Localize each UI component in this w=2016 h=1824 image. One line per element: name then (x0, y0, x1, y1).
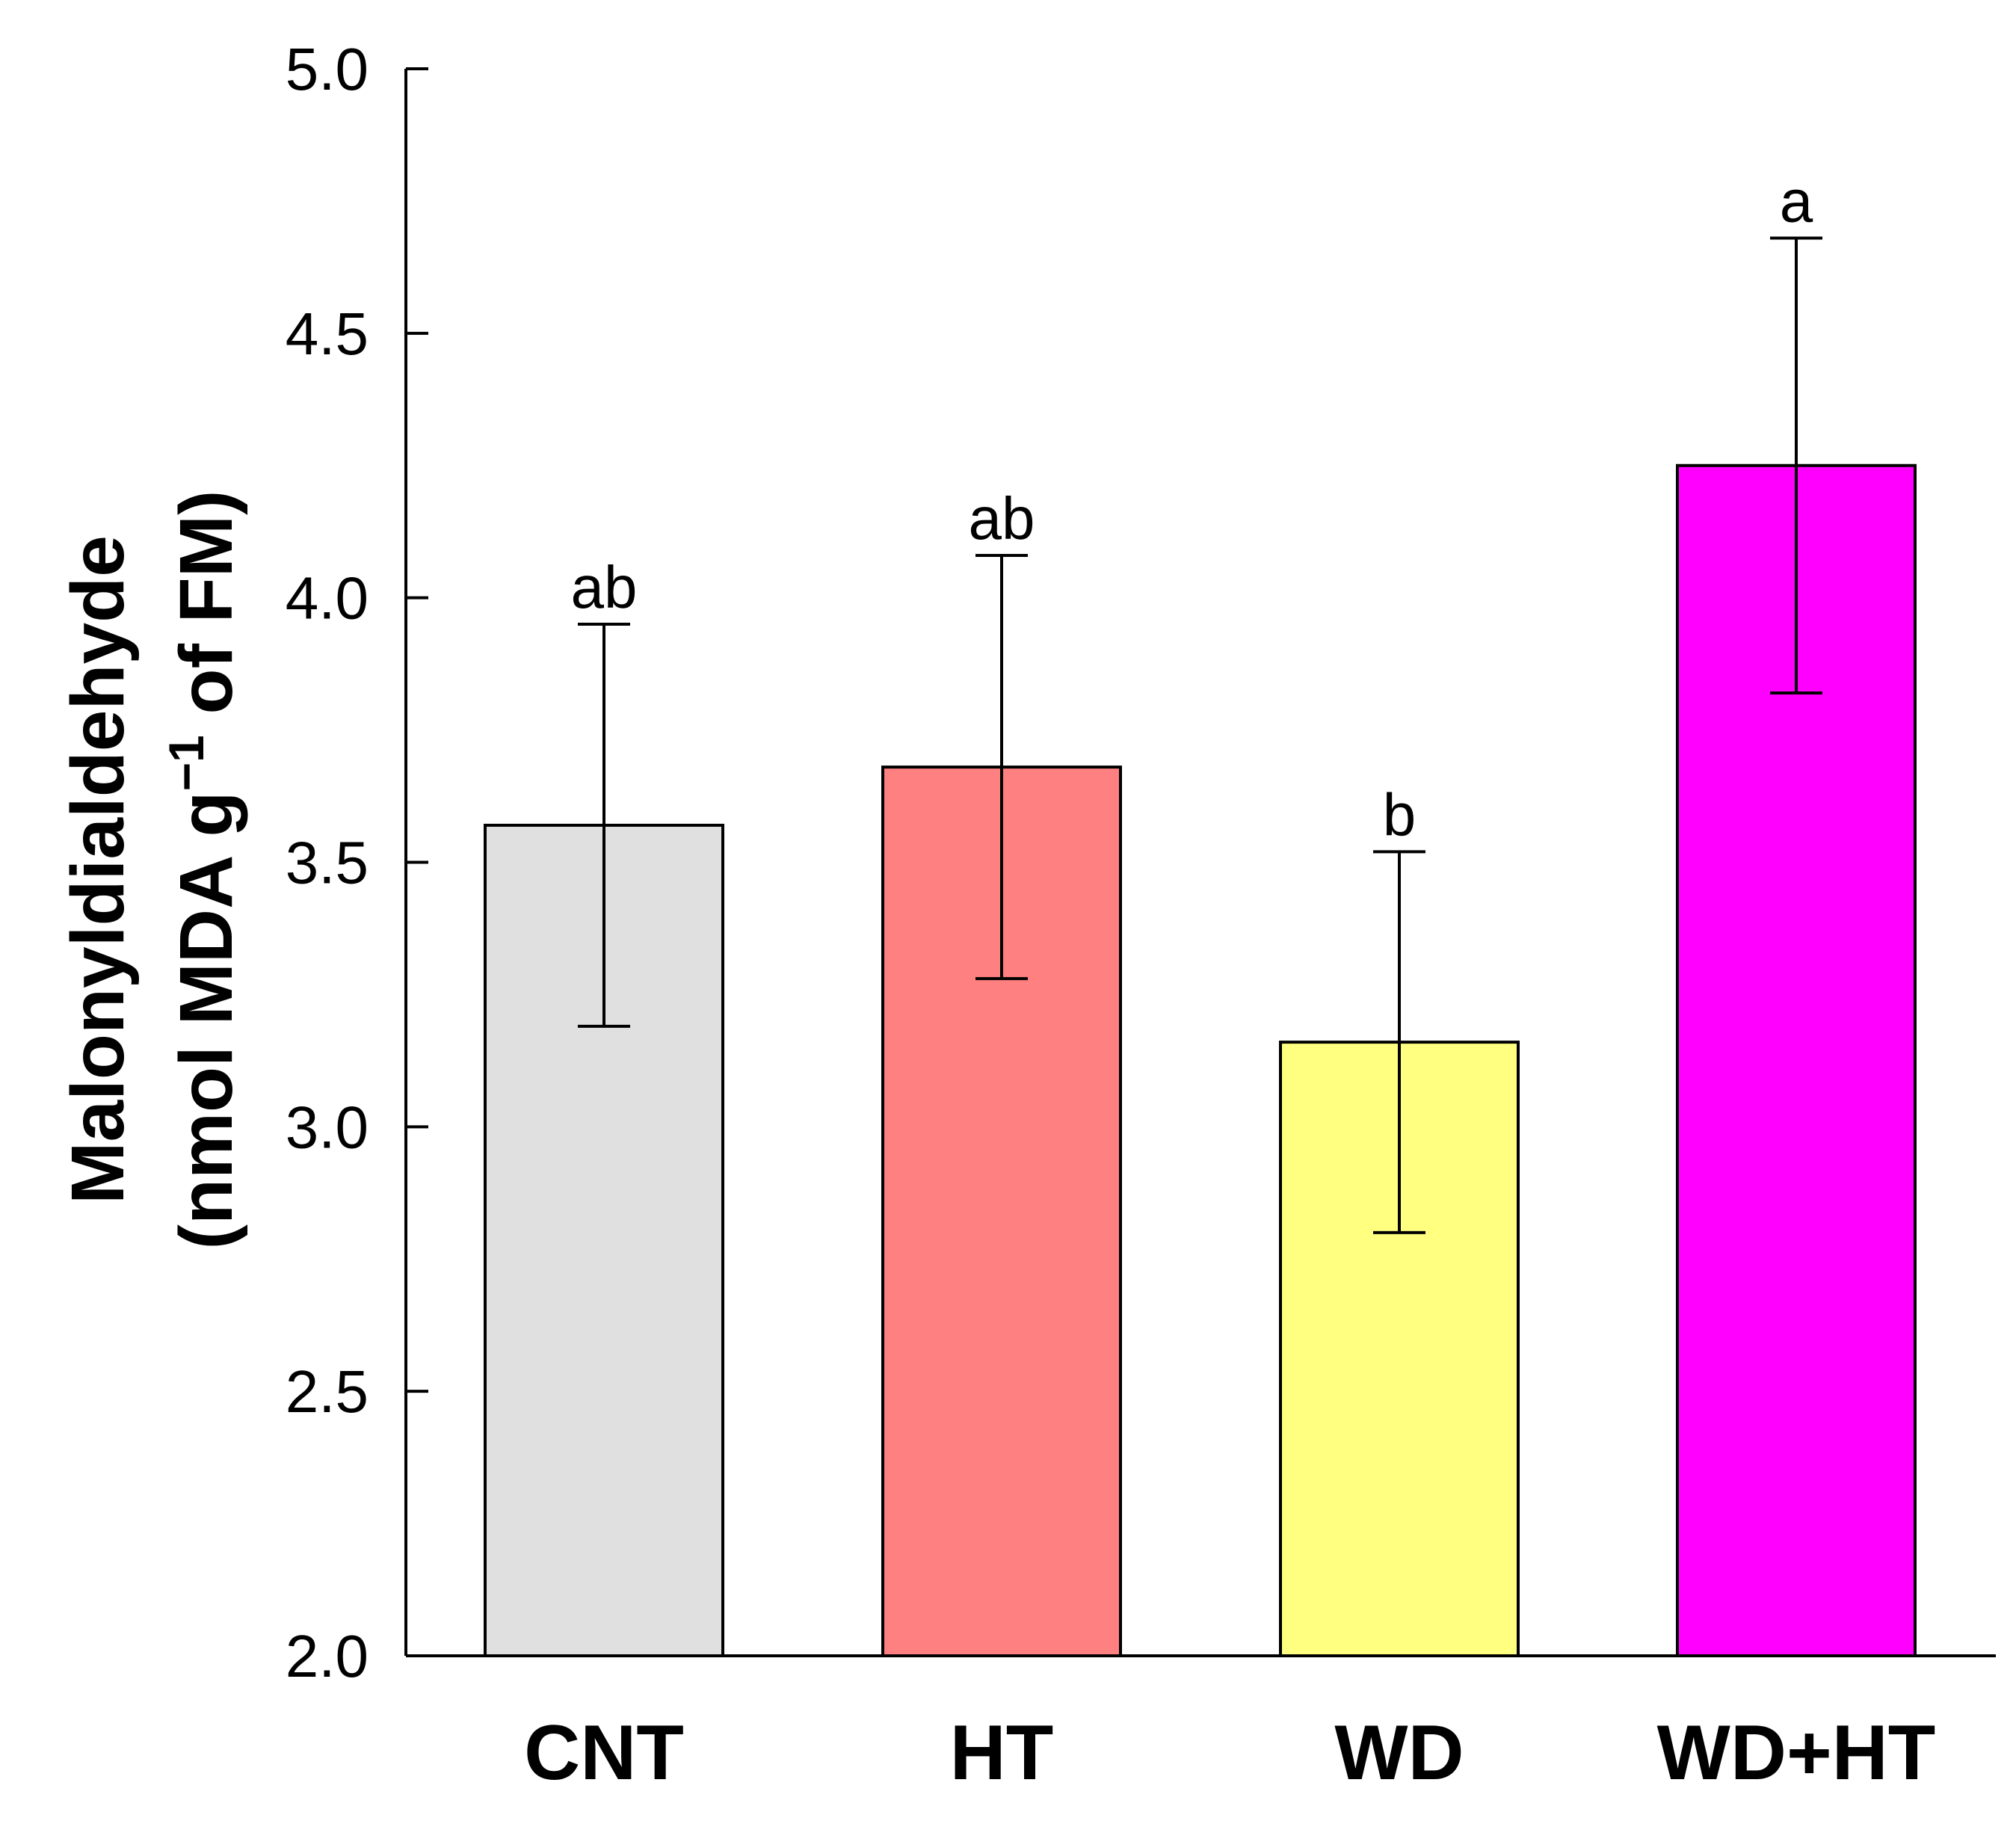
significance-letter: a (1780, 167, 1813, 234)
x-tick-label: HT (950, 1710, 1054, 1796)
y-tick-label: 4.0 (286, 565, 369, 632)
y-tick-label: 2.5 (286, 1358, 369, 1425)
y-axis-units-superscript: −1 (158, 735, 214, 791)
significance-letter: ab (969, 485, 1035, 552)
y-axis-label-units: (nmol MDA g−1 of FM) (158, 490, 248, 1250)
significance-letter: ab (571, 554, 638, 620)
y-tick-label: 3.5 (286, 830, 369, 896)
y-axis-units-prefix: (nmol MDA g (164, 792, 248, 1250)
y-tick-label: 5.0 (286, 36, 369, 102)
y-axis-units-suffix: of FM) (164, 490, 248, 736)
bars (484, 463, 1917, 1657)
x-tick-label: CNT (524, 1710, 684, 1796)
y-tick-label: 2.0 (286, 1623, 369, 1689)
significance-letter: b (1383, 781, 1417, 848)
x-tick-label: WD (1334, 1710, 1464, 1796)
error-bars (578, 236, 1822, 1234)
y-tick-label: 3.0 (286, 1094, 369, 1160)
x-tick-label: WD+HT (1657, 1710, 1936, 1796)
labels: 2.0 2.5 3.0 3.5 4.0 4.5 5.0 ab CNT ab HT b WD a WD+HT (286, 36, 1936, 1796)
y-tick-label: 4.5 (286, 301, 369, 367)
y-axis-label: Malonyldialdehyde (56, 535, 140, 1204)
